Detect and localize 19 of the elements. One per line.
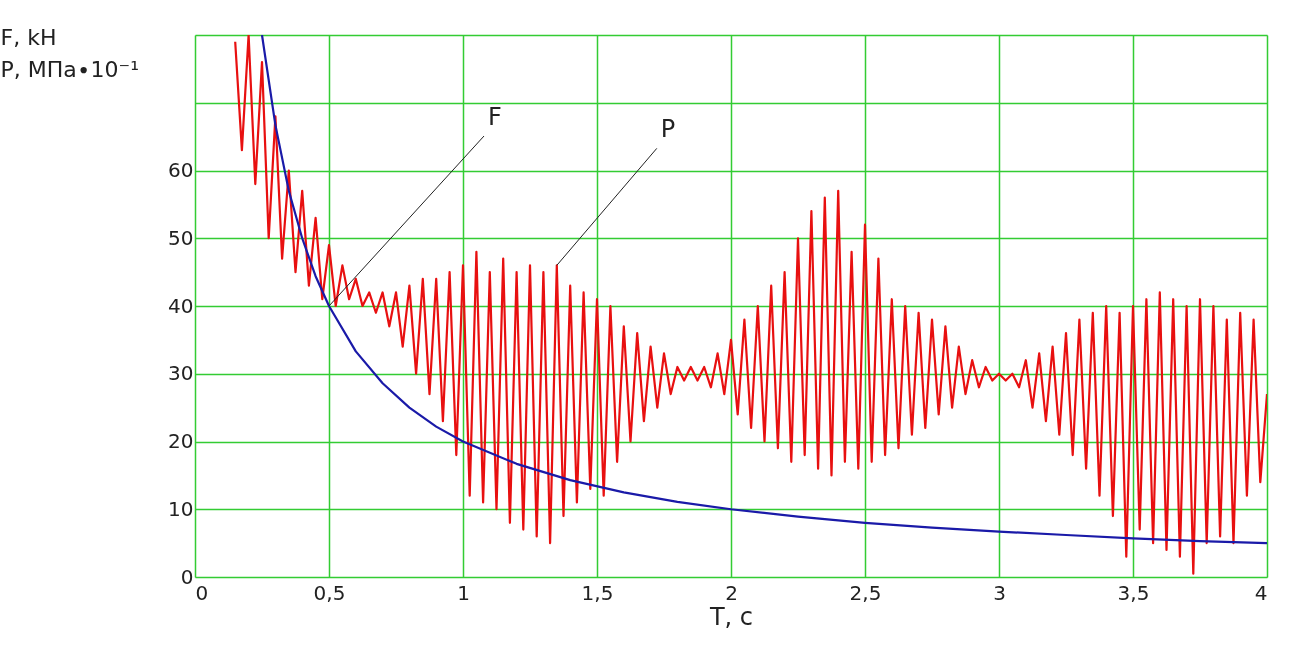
y-tick-label: 10 — [168, 496, 194, 521]
x-axis-title: T, c — [708, 602, 754, 631]
annotation: F — [488, 103, 502, 131]
x-tick-label: 3,5 — [1117, 580, 1150, 605]
y-tick-label: 20 — [168, 429, 194, 453]
x-tick-label: 1 — [457, 580, 470, 605]
x-tick-label: 0,5 — [313, 580, 346, 605]
annotation: P — [660, 115, 676, 144]
x-tick-label: 2 — [725, 580, 738, 605]
y-tick-label: 0 — [180, 564, 194, 589]
y-tick-label: 50 — [168, 225, 194, 250]
y-tick-label: 40 — [168, 293, 194, 318]
x-tick-label: 2,5 — [849, 580, 882, 605]
x-tick-label: 3 — [993, 580, 1006, 605]
y-axis-title: F, kH P, МПа∙10⁻¹ — [0, 24, 139, 82]
y-tick-label: 60 — [168, 158, 194, 182]
y-tick-label: 30 — [168, 361, 194, 386]
x-tick-label: 1,5 — [581, 580, 614, 605]
x-tick-label: 4 — [1254, 580, 1268, 605]
